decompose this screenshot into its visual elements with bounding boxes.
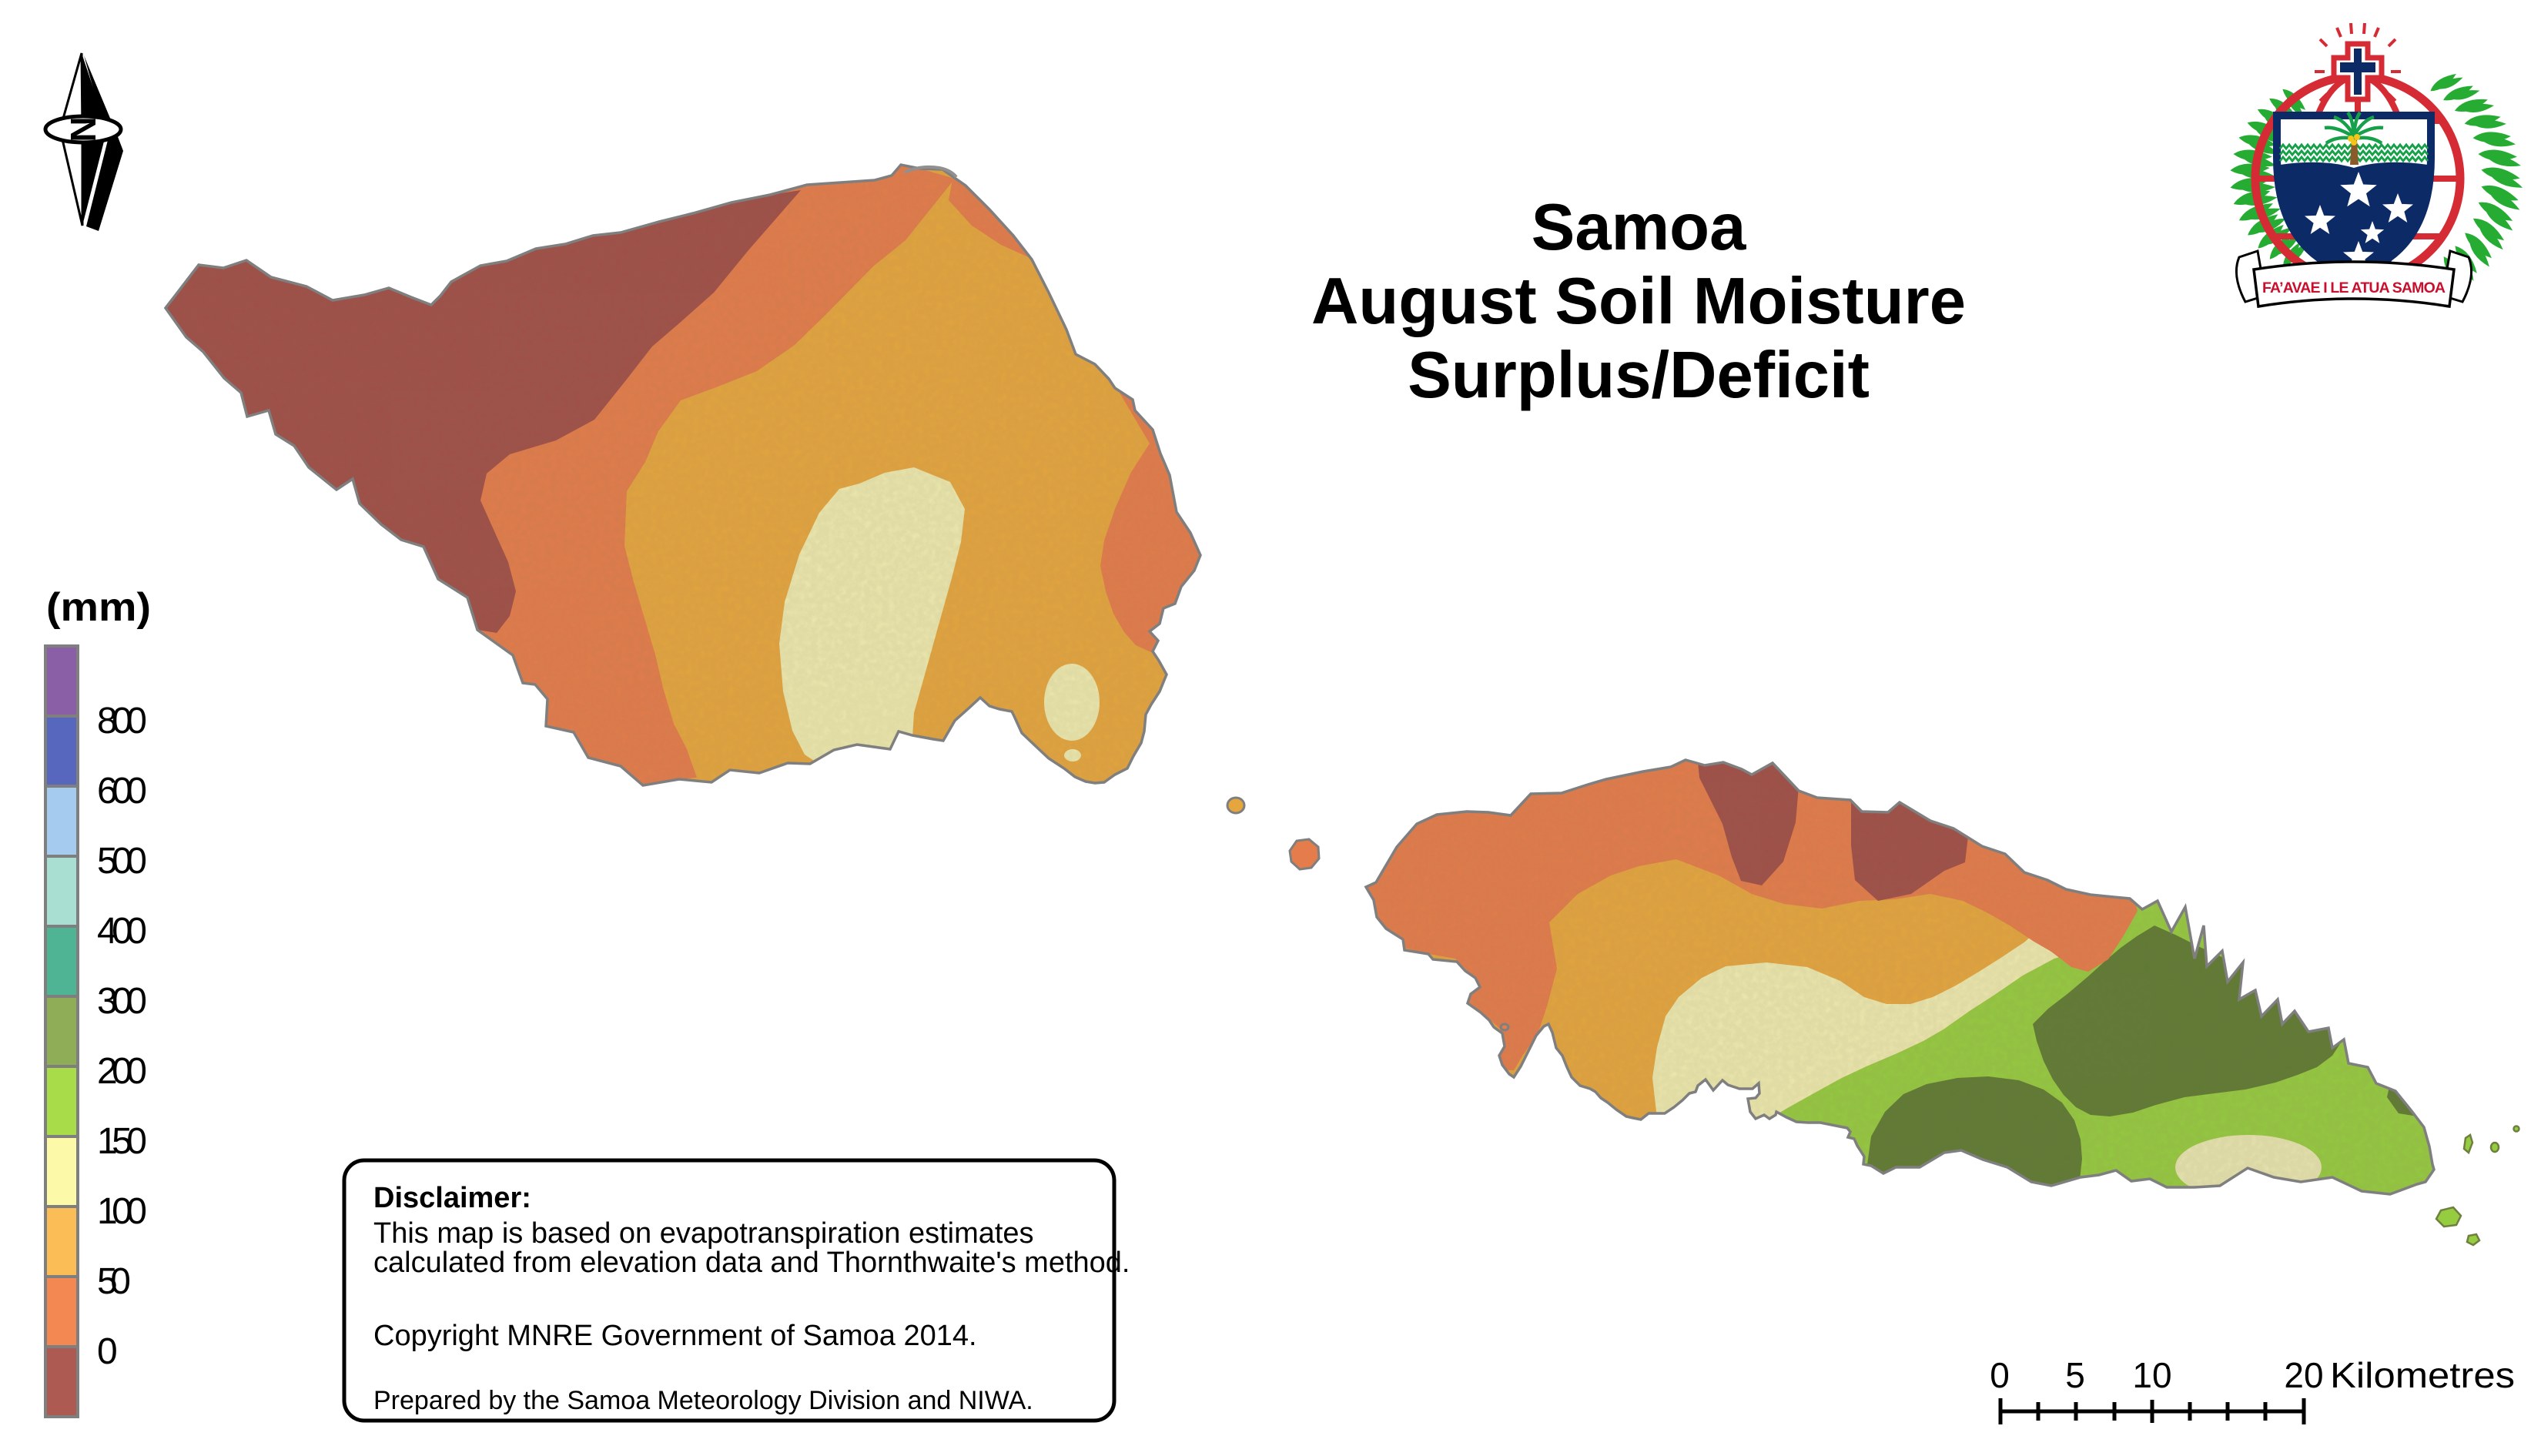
svg-text:August Soil Moisture: August Soil Moisture — [1311, 265, 1966, 338]
svg-text:Prepared by the Samoa Meteorol: Prepared by the Samoa Meteorology Divisi… — [373, 1386, 1033, 1415]
svg-text:800: 800 — [97, 701, 147, 741]
svg-text:FA’AVAE I LE ATUA SAMOA: FA’AVAE I LE ATUA SAMOA — [2262, 279, 2446, 296]
svg-text:(mm): (mm) — [46, 585, 151, 630]
svg-text:400: 400 — [97, 911, 147, 952]
svg-text:20: 20 — [2284, 1355, 2323, 1395]
svg-text:10: 10 — [2132, 1355, 2171, 1395]
svg-text:Surplus/Deficit: Surplus/Deficit — [1408, 339, 1870, 412]
svg-text:5: 5 — [2065, 1355, 2085, 1395]
svg-text:Samoa: Samoa — [1532, 191, 1746, 264]
svg-text:Disclaimer:: Disclaimer: — [373, 1182, 531, 1214]
svg-text:This map is based on evapotran: This map is based on evapotranspiration … — [373, 1217, 1034, 1250]
svg-text:0: 0 — [97, 1331, 118, 1372]
svg-text:50: 50 — [97, 1261, 131, 1302]
svg-text:Copyright MNRE Government of S: Copyright MNRE Government of Samoa 2014. — [373, 1320, 977, 1352]
svg-text:300: 300 — [97, 981, 147, 1022]
svg-text:Kilometres: Kilometres — [2330, 1355, 2515, 1395]
svg-text:N: N — [63, 116, 103, 142]
svg-text:0: 0 — [1990, 1355, 2010, 1395]
svg-text:150: 150 — [97, 1121, 147, 1162]
svg-text:100: 100 — [97, 1191, 147, 1232]
svg-text:200: 200 — [97, 1051, 147, 1092]
svg-text:calculated from elevation data: calculated from elevation data and Thorn… — [373, 1247, 1130, 1279]
svg-text:600: 600 — [97, 771, 147, 812]
svg-text:500: 500 — [97, 841, 147, 882]
